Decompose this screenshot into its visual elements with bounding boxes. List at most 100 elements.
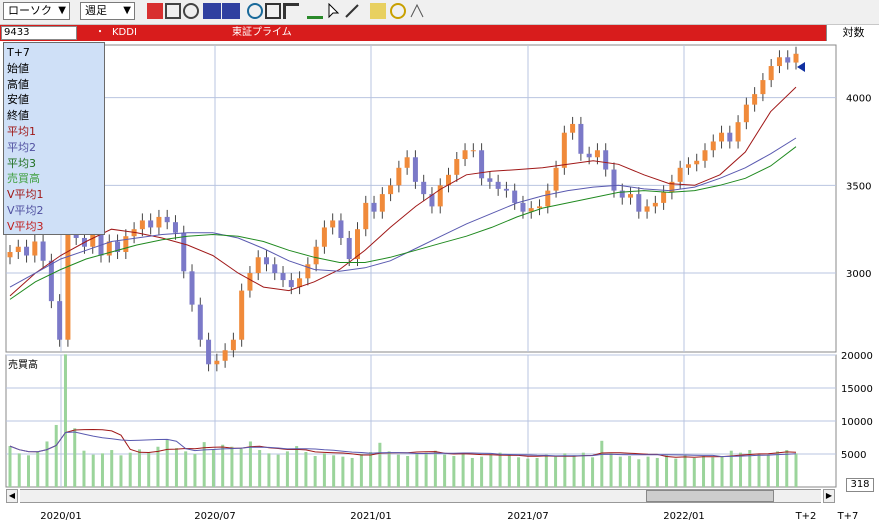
candle-body: [197, 304, 203, 340]
candle-body: [7, 252, 13, 258]
price-panel: [5, 44, 837, 353]
layout-icon[interactable]: [265, 3, 281, 19]
candle-body: [553, 167, 559, 191]
cursor-shape: [328, 2, 340, 19]
candle-body: [297, 278, 303, 288]
volume-bar: [54, 424, 58, 487]
candle-body: [313, 246, 319, 265]
volume-bar: [211, 449, 215, 487]
volume-bar: [147, 452, 151, 487]
volume-bar: [26, 455, 30, 487]
candle-body: [15, 246, 21, 253]
candle-body: [719, 132, 725, 142]
volume-bar: [17, 453, 21, 487]
candle-body: [280, 273, 286, 281]
candle-body: [214, 360, 220, 365]
log-scale-button[interactable]: 対数: [826, 25, 879, 41]
period-value: 週足: [85, 4, 107, 17]
moving-average-line: [9, 86, 797, 297]
candle-icon[interactable]: [165, 3, 181, 19]
candle-body: [247, 273, 253, 291]
symbol-bar: [0, 25, 879, 41]
volume-bar: [313, 455, 317, 487]
ma-icon[interactable]: [203, 3, 221, 19]
candle-body: [263, 257, 269, 265]
y-tick-label: 3500: [846, 181, 871, 192]
volume-bar: [91, 454, 95, 487]
candle-body: [371, 202, 377, 212]
volume-bar: [480, 456, 484, 487]
trend-icon[interactable]: [370, 3, 386, 19]
candle-body: [768, 66, 774, 81]
candle-body: [123, 236, 129, 253]
volume-bar: [137, 449, 141, 487]
x-tick-label: 2020/01: [40, 511, 82, 522]
candle-body: [156, 216, 162, 228]
volume-bar: [63, 354, 67, 487]
period-select[interactable]: 週足 ▼: [80, 2, 135, 20]
volume-bar: [443, 454, 447, 487]
legend-item: 安値: [7, 93, 29, 107]
zoom-icon[interactable]: [247, 3, 263, 19]
volume-bar: [424, 452, 428, 487]
volume-bar: [369, 452, 373, 487]
pen-icon[interactable]: [307, 3, 323, 19]
symbol-code-input[interactable]: 9433: [1, 26, 77, 40]
volume-bar: [507, 455, 511, 487]
candle-body: [363, 202, 369, 230]
candle-body: [139, 220, 145, 230]
legend-item: V平均3: [7, 219, 44, 233]
indicator-legend: T+7 始値 高値 安値 終値 平均1 平均2 平均3 売買高 V平均1 V平均2 V平均3: [3, 42, 105, 235]
candle-body: [404, 157, 410, 168]
volume-bar: [193, 454, 197, 487]
candle-body: [32, 241, 38, 256]
candle-body: [611, 169, 617, 191]
y-tick-label: 5000: [841, 450, 866, 461]
candle-body: [189, 271, 195, 305]
candle-body: [727, 132, 733, 142]
scrollbar-thumb[interactable]: [646, 490, 774, 502]
legend-item: 平均3: [7, 156, 36, 170]
volume-bar: [350, 457, 354, 487]
volume-bar: [544, 454, 548, 487]
legend-item: 平均2: [7, 140, 36, 154]
candle-body: [628, 194, 634, 198]
volume-bar: [665, 455, 669, 487]
candle-body: [98, 232, 104, 256]
volume-bar: [295, 446, 299, 487]
macd-icon[interactable]: [222, 3, 240, 19]
all-icon[interactable]: [147, 3, 163, 19]
volume-bar: [202, 442, 206, 487]
chevron-down-icon: ▼: [58, 5, 66, 16]
candle-body: [677, 167, 683, 182]
candle-body: [172, 222, 178, 233]
volume-bar: [221, 444, 225, 487]
candle-body: [561, 132, 567, 168]
candle-body: [48, 260, 54, 302]
cursor-icon[interactable]: [326, 2, 342, 19]
legend-item: 高値: [7, 77, 29, 91]
volume-bar: [461, 453, 465, 487]
legend-title: T+7: [7, 46, 30, 59]
candle-body: [305, 264, 311, 279]
volume-bar: [535, 457, 539, 487]
eraser-icon[interactable]: [344, 3, 360, 19]
move-icon[interactable]: [183, 3, 199, 19]
settings-icon[interactable]: [390, 3, 406, 19]
volume-bar: [776, 451, 780, 487]
volume-bar: [470, 457, 474, 487]
volume-bar: [702, 455, 706, 487]
crosshair-icon[interactable]: [283, 3, 299, 19]
volume-bar: [729, 450, 733, 487]
candle-body: [346, 237, 352, 260]
scrollbar-track[interactable]: [20, 489, 821, 503]
fib-icon[interactable]: [409, 3, 425, 19]
candle-body: [57, 301, 63, 340]
candle-body: [470, 150, 476, 152]
volume-bar: [100, 453, 104, 487]
toolbar: ローソク ▼ 週足 ▼: [0, 0, 879, 25]
volume-bar: [378, 442, 382, 487]
chart-type-select[interactable]: ローソク ▼: [3, 2, 70, 20]
scroll-right-button[interactable]: ▶: [823, 489, 835, 503]
scroll-left-button[interactable]: ◀: [6, 489, 18, 503]
